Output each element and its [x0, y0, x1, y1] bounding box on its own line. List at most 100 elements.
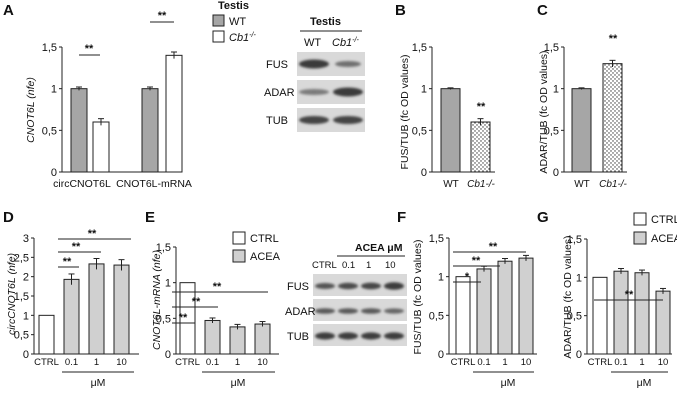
- panel-label-b: B: [395, 2, 406, 19]
- y-tick-label-f: 0: [438, 349, 444, 361]
- y-axis-label-b: FUS/TUB (fc OD values): [399, 55, 411, 170]
- sig-star-f: **: [489, 241, 498, 253]
- legend-e-acea-swatch: [232, 249, 246, 263]
- y-axis-label-f: FUS/TUB (fc OD values): [412, 240, 424, 355]
- blot-a: Testis WT Cb1-/- FUS ADAR TUB: [264, 16, 365, 132]
- x-tick-label-a: CNOT6L-mRNA: [116, 178, 192, 190]
- blot-a-col-cb1-text: Cb1: [332, 37, 352, 49]
- x-tick-label-f: 10: [521, 357, 532, 368]
- panel-label-d: D: [3, 209, 14, 226]
- blot-e-col-10: 10: [385, 260, 396, 271]
- bar-g-2: [634, 272, 650, 355]
- legend-a-wt-label: WT: [229, 16, 246, 28]
- y-tick-label-c: 0: [553, 167, 559, 179]
- blot-e-tub-band-4: [384, 332, 404, 340]
- y-tick-label-f: 0,5: [429, 310, 444, 322]
- y-axis-label-e: CNOT6L-mRNA (nfe): [151, 250, 163, 350]
- blot-e-col-ctrl: CTRL: [312, 260, 337, 271]
- blot-a-adar-label: ADAR: [264, 87, 295, 99]
- bar-e-1: [204, 319, 221, 355]
- y-tick-label-g: 0,5: [567, 311, 582, 323]
- blot-e: ACEA μM CTRL 0.1 1 10 FUS ADAR TUB: [285, 242, 407, 346]
- x-tick-label-g: CTRL: [588, 357, 613, 368]
- legend-g: CTRL ACEA: [633, 212, 677, 245]
- y-tick-label-d: 0: [23, 349, 29, 361]
- bar-f-3: [518, 257, 534, 355]
- legend-a-cb1-sup: -/-: [249, 32, 256, 39]
- panel-label-g: G: [537, 209, 549, 226]
- y-tick-label-g: 1,5: [567, 234, 582, 246]
- y-axis-label-a: CNOT6L (nfe): [25, 77, 37, 143]
- blot-e-fus-band-1: [315, 283, 335, 289]
- blot-e-tub-strip: [313, 324, 407, 346]
- bar-e-3: [254, 323, 271, 355]
- bar-b-wt: [440, 88, 461, 173]
- blot-e-adar-label: ADAR: [285, 306, 316, 318]
- legend-a-cb1-label: Cb1-/-: [229, 32, 256, 44]
- y-tick-label-b: 0,5: [412, 125, 427, 137]
- y-tick-label-f: 1,5: [429, 233, 444, 245]
- legend-e-acea-label: ACEA: [250, 251, 281, 263]
- x-tick-label-c: WT: [574, 179, 590, 190]
- bar-a-wt: [141, 88, 159, 173]
- y-tick-label-a: 0: [51, 167, 57, 179]
- bar-e-0: [179, 282, 196, 355]
- blot-e-title: ACEA μM: [355, 242, 403, 254]
- blot-a-tub-band-wt: [299, 116, 329, 124]
- blot-e-tub-band-1: [315, 332, 335, 340]
- x-tick-label-f: CTRL: [451, 357, 476, 368]
- sig-star-g: **: [625, 289, 634, 301]
- bar-a-cb1: [165, 54, 183, 173]
- x-tick-label-d: 1: [94, 357, 99, 368]
- legend-a-cb1-swatch: [212, 30, 225, 43]
- y-tick-label-e: 1: [165, 278, 171, 290]
- x-tick-label-g: 10: [658, 357, 669, 368]
- panel-label-c: C: [537, 2, 548, 19]
- legend-g-acea-swatch: [633, 231, 647, 245]
- sig-star-e: **: [213, 281, 222, 293]
- sig-star-f: *: [465, 271, 470, 283]
- panel-label-e: E: [145, 209, 155, 226]
- blot-e-tub-label: TUB: [287, 331, 309, 343]
- blot-a-title: Testis: [310, 16, 341, 28]
- blot-e-fus-label: FUS: [287, 281, 309, 293]
- sig-star-b: **: [477, 101, 486, 113]
- blot-e-col-01: 0.1: [342, 260, 355, 271]
- blot-e-tub-band-3: [361, 332, 381, 340]
- y-tick-label-c: 0,5: [544, 125, 559, 137]
- y-tick-label-c: 1,5: [544, 42, 559, 54]
- y-axis-label-d: circCNOT6L (nfe): [6, 253, 18, 335]
- blot-e-fus-strip: [313, 274, 407, 296]
- blot-a-col-wt: WT: [304, 37, 321, 49]
- bar-c-cb1: [602, 63, 623, 173]
- legend-g-ctrl-swatch: [633, 212, 647, 226]
- sig-star-d: **: [63, 256, 72, 268]
- bar-d-0: [38, 314, 55, 355]
- blot-e-fus-band-2: [338, 282, 358, 290]
- y-tick-label-d: 2: [23, 272, 29, 284]
- y-tick-label-a: 1,5: [42, 42, 57, 54]
- blot-e-tub-band-2: [338, 332, 358, 340]
- x-axis-label-e: μM: [231, 377, 246, 389]
- bar-d-2: [88, 263, 105, 355]
- bar-f-0: [455, 276, 471, 355]
- bar-f-2: [497, 260, 513, 355]
- blot-a-fus-label: FUS: [266, 59, 288, 71]
- y-tick-label-e: 0: [165, 349, 171, 361]
- legend-a-wt-swatch: [212, 14, 225, 27]
- blot-e-adar-band-4: [384, 308, 404, 314]
- bar-c-wt: [571, 88, 592, 173]
- x-tick-label-b: WT: [443, 179, 459, 190]
- blot-a-adar-band-cb1: [333, 87, 363, 97]
- y-axis-label-g: ADAR/TUB (fc OD values): [562, 235, 574, 358]
- x-tick-label-f: 0.1: [477, 357, 490, 368]
- charts-layer: 0 0,5 1 1,5 CNOT6L (nfe) circCNOT6L CNOT6L-mRN…: [6, 10, 672, 389]
- x-tick-label-e: CTRL: [175, 357, 200, 368]
- sig-star-e: **: [179, 312, 188, 324]
- y-tick-label-c: 1: [553, 84, 559, 96]
- bar-g-3: [655, 290, 671, 355]
- x-tick-label-b: Cb1-/-: [467, 179, 495, 190]
- bar-d-3: [113, 264, 130, 355]
- sig-star-c: **: [609, 33, 618, 45]
